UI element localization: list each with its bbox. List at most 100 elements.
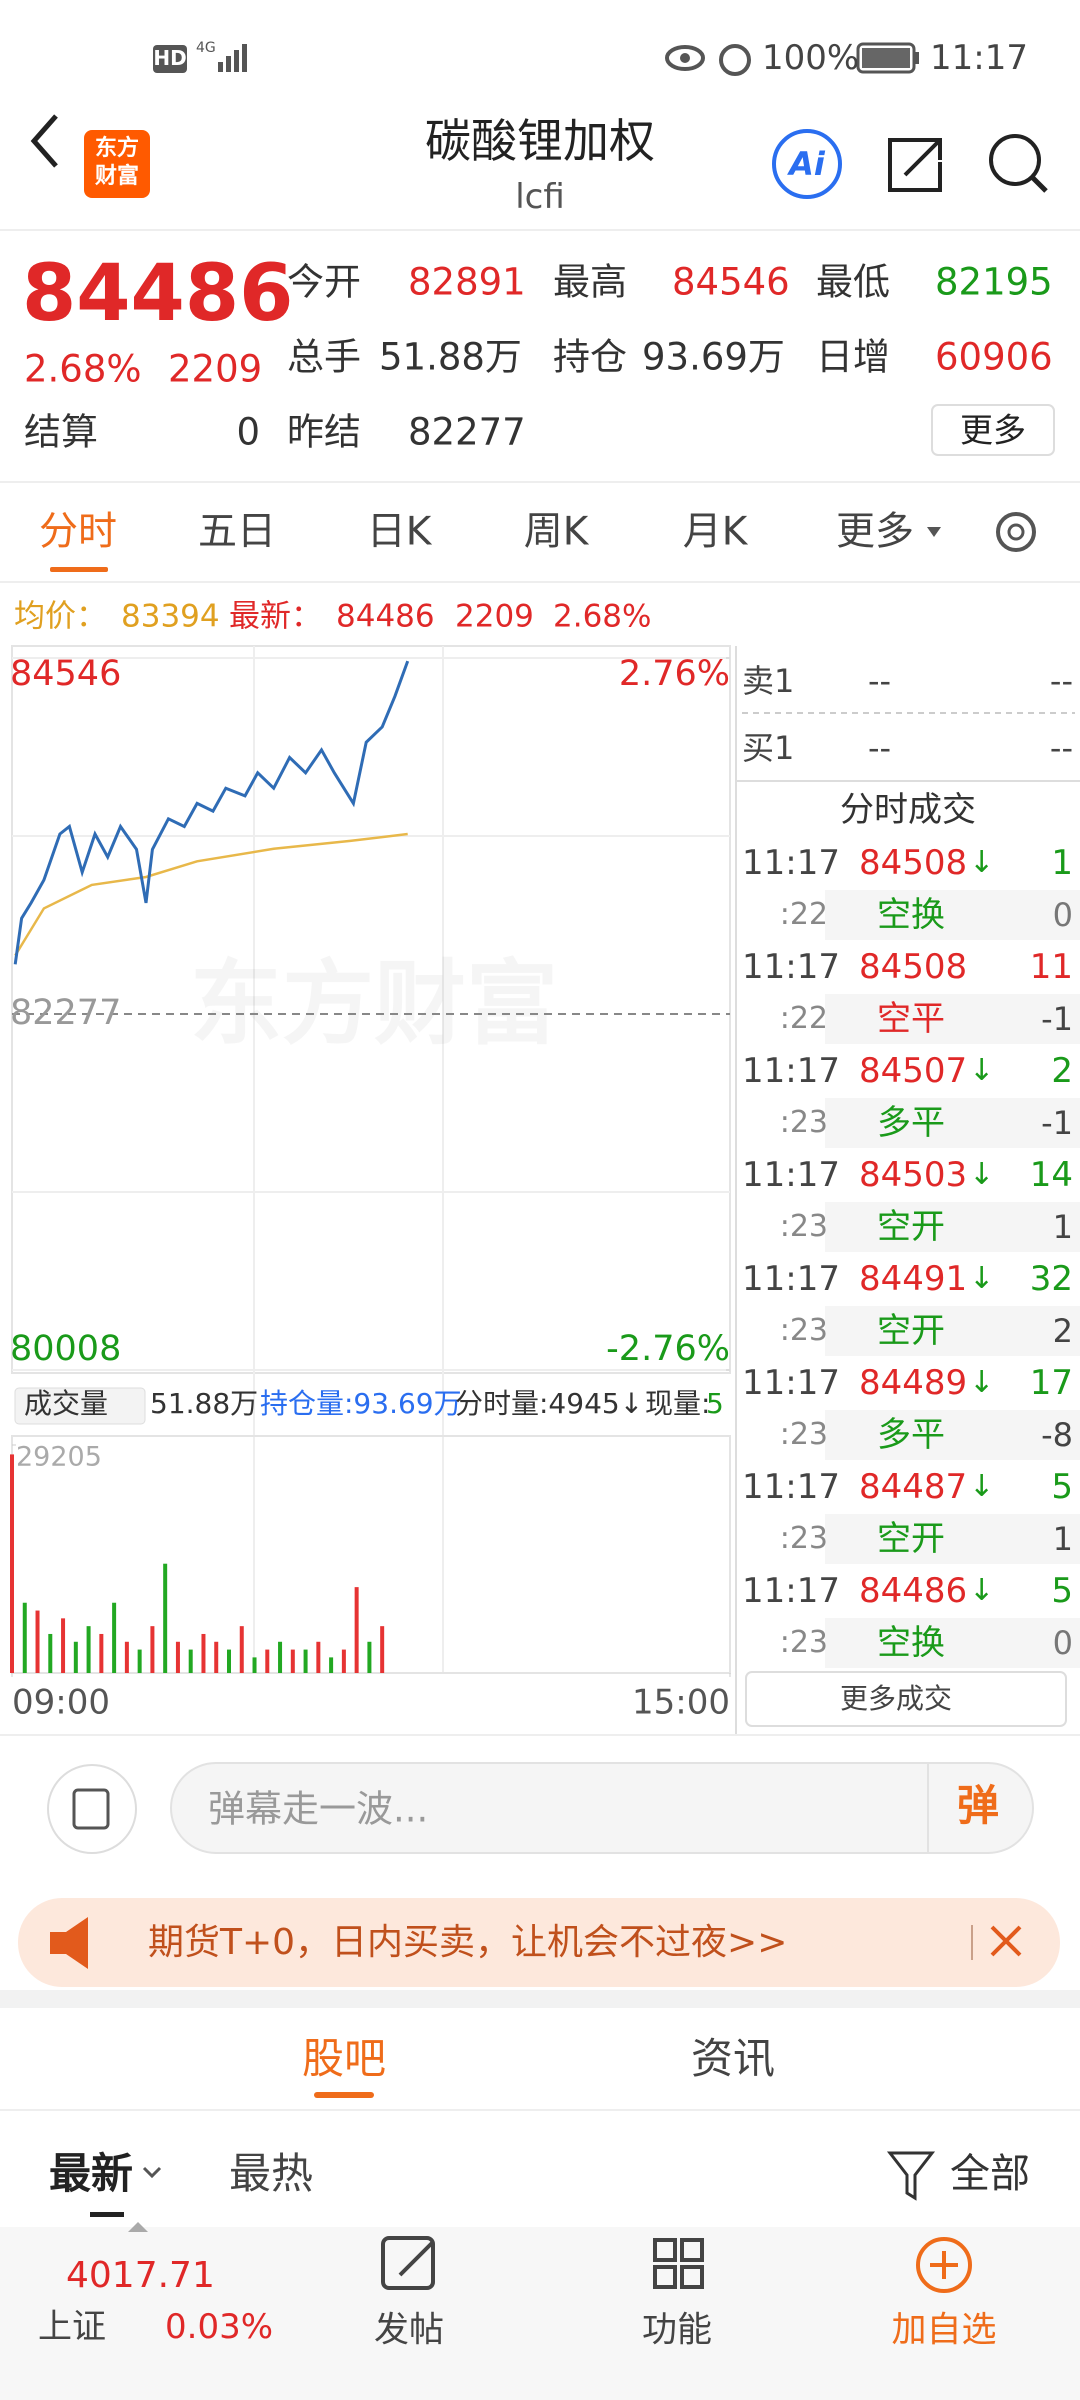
volume-bar bbox=[214, 1641, 219, 1673]
tab[interactable]: 周K bbox=[523, 509, 589, 555]
banner-close[interactable] bbox=[990, 1925, 1022, 1957]
comment-placeholder[interactable]: 弹幕走一波... bbox=[208, 1787, 429, 1831]
change-pct: 2.68% bbox=[553, 598, 652, 635]
more-trades-button[interactable] bbox=[745, 1671, 1067, 1727]
banner[interactable] bbox=[18, 1898, 1060, 1987]
comment-input[interactable] bbox=[170, 1762, 1034, 1854]
watermark: 东方财富 bbox=[190, 950, 558, 1057]
back-button[interactable] bbox=[30, 114, 58, 168]
volume-tick-label: 29205 bbox=[16, 1442, 102, 1473]
trade-type: 多平 bbox=[877, 1415, 945, 1455]
volume-frame bbox=[11, 1435, 731, 1674]
volume-bar bbox=[201, 1633, 206, 1673]
trade-subtime: :23 bbox=[779, 1417, 828, 1452]
trade-volume: 2 bbox=[1051, 1051, 1073, 1091]
search-button[interactable] bbox=[989, 134, 1041, 186]
trade-price: 84486 bbox=[859, 1571, 968, 1611]
trade-type: 空开 bbox=[877, 1519, 945, 1559]
y-tick-label: 82277 bbox=[10, 993, 121, 1033]
tab-underline bbox=[50, 567, 108, 572]
volume-bar bbox=[124, 1641, 129, 1673]
volume-bar bbox=[35, 1610, 40, 1673]
trade-volume: 1 bbox=[1051, 843, 1073, 883]
trade-subtime: :22 bbox=[779, 897, 828, 932]
index-value[interactable]: 4017.71 bbox=[66, 2255, 215, 2296]
more-trades[interactable]: 更多成交 bbox=[839, 1682, 953, 1715]
ai-button[interactable] bbox=[772, 129, 842, 199]
volume-bar bbox=[99, 1633, 104, 1673]
ai-label[interactable]: Ai bbox=[789, 145, 825, 183]
nav-item[interactable]: 功能 bbox=[641, 2310, 713, 2351]
volume-bar bbox=[61, 1618, 66, 1673]
trade-time: 11:17 bbox=[742, 947, 840, 987]
current-volume-label: 现量: bbox=[645, 1387, 710, 1420]
more-button[interactable] bbox=[931, 404, 1055, 456]
nav-item[interactable]: 发帖 bbox=[373, 2310, 445, 2351]
last-price: 84486 bbox=[336, 598, 435, 635]
trades-title: 分时成交 bbox=[840, 790, 976, 830]
danmaku-button[interactable]: 弹 bbox=[956, 1781, 1000, 1830]
function-icon[interactable] bbox=[653, 2238, 704, 2289]
avg-price: 83394 bbox=[121, 598, 220, 635]
trade-change: 2 bbox=[1052, 1312, 1073, 1350]
trade-subtime: :22 bbox=[779, 1001, 828, 1036]
sub-row-bg bbox=[825, 890, 1080, 1668]
book-volume: -- bbox=[1049, 662, 1073, 700]
tab[interactable]: 五日 bbox=[197, 509, 277, 555]
volume-bar bbox=[380, 1626, 385, 1673]
book-volume: -- bbox=[1049, 729, 1073, 767]
trade-arrow: ↓ bbox=[969, 1053, 995, 1088]
nav-item[interactable]: 加自选 bbox=[891, 2310, 997, 2351]
field-label: 昨结 bbox=[287, 410, 361, 454]
share-button[interactable] bbox=[888, 138, 942, 192]
trade-subtime: :23 bbox=[779, 1521, 828, 1556]
volume-bar bbox=[303, 1649, 308, 1673]
trade-change: 1 bbox=[1052, 1520, 1073, 1558]
volume-bar bbox=[329, 1657, 334, 1673]
volume-bar bbox=[341, 1649, 346, 1673]
section-tab[interactable]: 资讯 bbox=[690, 2034, 776, 2083]
tab[interactable]: 月K bbox=[682, 509, 748, 555]
volume-bar bbox=[10, 1454, 14, 1673]
section-tab[interactable]: 股吧 bbox=[301, 2034, 387, 2083]
volume-bar bbox=[252, 1657, 257, 1673]
danmaku-settings[interactable] bbox=[47, 1764, 137, 1854]
index-change[interactable]: 0.03% bbox=[165, 2307, 274, 2347]
index-name[interactable]: 上证 bbox=[38, 2307, 106, 2347]
feed-tab[interactable]: 最热 bbox=[229, 2149, 314, 2198]
post-icon[interactable] bbox=[381, 2236, 435, 2290]
trade-arrow: ↓ bbox=[969, 1157, 995, 1192]
trade-price: 84489 bbox=[859, 1363, 968, 1403]
chart: 东方财富 80008 82277 84546 -2.76% 2.76% 29205 09:00… bbox=[10, 645, 731, 1723]
trade-type: 多平 bbox=[877, 1103, 945, 1143]
tab[interactable]: 日K bbox=[366, 509, 432, 555]
volume-bar bbox=[354, 1587, 359, 1673]
trade-time: 11:17 bbox=[742, 1259, 840, 1299]
trade-volume: 14 bbox=[1029, 1155, 1073, 1195]
settings-button[interactable] bbox=[996, 512, 1036, 552]
more-label[interactable]: 更多 bbox=[960, 410, 1026, 450]
field-label: 结算 bbox=[24, 410, 98, 454]
banner-text[interactable]: 期货T+0，日内买卖，让机会不过夜>> bbox=[148, 1922, 788, 1963]
field-value: 82891 bbox=[408, 260, 526, 304]
trade-subtime: :23 bbox=[779, 1313, 828, 1348]
trade-price: 84487 bbox=[859, 1467, 968, 1507]
y2-tick-label: 2.76% bbox=[619, 654, 730, 694]
add-watch-icon[interactable] bbox=[916, 2237, 972, 2293]
trade-price: 84503 bbox=[859, 1155, 968, 1195]
filter-icon[interactable] bbox=[886, 2151, 936, 2201]
section-underline bbox=[314, 2092, 374, 2098]
feed-tab[interactable]: 最新 bbox=[49, 2149, 134, 2198]
book-price: -- bbox=[868, 729, 892, 767]
hd-icon bbox=[153, 45, 187, 73]
filter-label[interactable]: 全部 bbox=[950, 2151, 1030, 2197]
tab[interactable]: 分时 bbox=[38, 509, 118, 555]
trade-volume: 17 bbox=[1029, 1363, 1073, 1403]
volume-bar bbox=[316, 1641, 321, 1673]
clock: 11:17 bbox=[930, 38, 1028, 78]
tab[interactable]: 更多 bbox=[835, 509, 915, 555]
avg-label: 均价： bbox=[14, 598, 107, 635]
tick-volume: 分时量:4945↓ bbox=[455, 1387, 643, 1420]
